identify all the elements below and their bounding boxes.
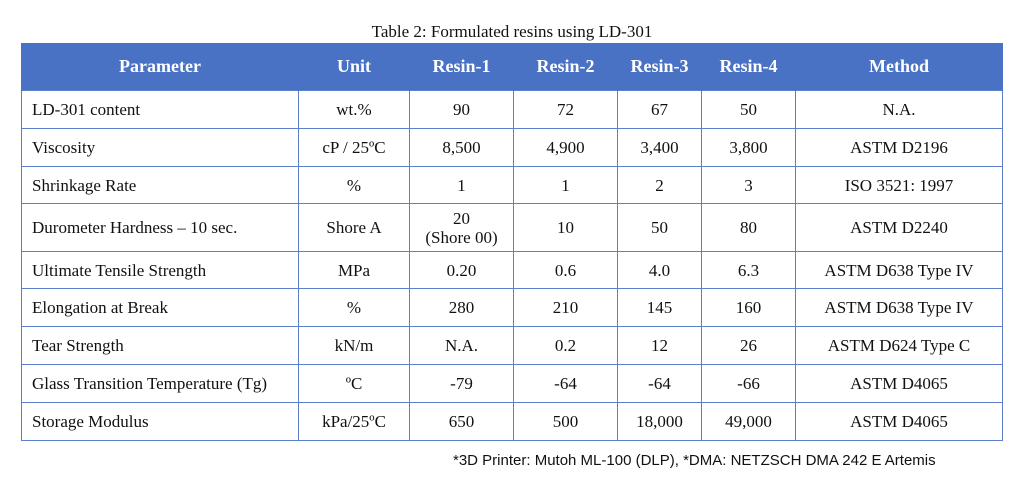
- table-row: Glass Transition Temperature (Tg) ºC -79…: [21, 364, 1003, 403]
- cell-unit: cP / 25ºC: [298, 128, 410, 167]
- cell-parameter: Viscosity: [21, 128, 299, 167]
- table-row: LD-301 content wt.% 90 72 67 50 N.A.: [21, 90, 1003, 129]
- cell-parameter: Elongation at Break: [21, 288, 299, 327]
- resin-1-value: 1: [457, 175, 466, 195]
- header-method: Method: [795, 43, 1003, 91]
- cell-resin-1: 90: [409, 90, 514, 129]
- header-parameter: Parameter: [21, 43, 299, 91]
- cell-resin-3: 2: [617, 166, 702, 204]
- cell-resin-1: 650: [409, 402, 514, 441]
- cell-method: N.A.: [795, 90, 1003, 129]
- cell-resin-3: 3,400: [617, 128, 702, 167]
- table-row: Shrinkage Rate % 1 1 2 3 ISO 3521: 1997: [21, 166, 1003, 204]
- cell-resin-4: 160: [701, 288, 796, 327]
- cell-resin-3: 18,000: [617, 402, 702, 441]
- header-row: Parameter Unit Resin-1 Resin-2 Resin-3 R…: [21, 43, 1003, 91]
- cell-resin-1: 0.20: [409, 251, 514, 289]
- cell-resin-4: 6.3: [701, 251, 796, 289]
- resin-1-value: 90: [453, 100, 470, 119]
- cell-resin-2: 1: [513, 166, 618, 204]
- resin-1-note: (Shore 00): [425, 227, 498, 247]
- cell-resin-2: 4,900: [513, 128, 618, 167]
- cell-method: ASTM D2240: [795, 203, 1003, 252]
- cell-unit: MPa: [298, 251, 410, 289]
- cell-resin-1: 8,500: [409, 128, 514, 167]
- cell-unit: wt.%: [298, 90, 410, 129]
- cell-method: ASTM D638 Type IV: [795, 251, 1003, 289]
- header-resin-3: Resin-3: [617, 43, 702, 91]
- cell-method: ASTM D4065: [795, 364, 1003, 403]
- cell-resin-3: -64: [617, 364, 702, 403]
- table-row: Ultimate Tensile Strength MPa 0.20 0.6 4…: [21, 251, 1003, 289]
- cell-unit: Shore A: [298, 203, 410, 252]
- footnote: *3D Printer: Mutoh ML-100 (DLP), *DMA: N…: [453, 452, 936, 469]
- cell-method: ASTM D2196: [795, 128, 1003, 167]
- resin-1-value: N.A.: [444, 336, 479, 355]
- cell-method: ASTM D4065: [795, 402, 1003, 441]
- cell-resin-4: 49,000: [701, 402, 796, 441]
- cell-resin-1: -79: [409, 364, 514, 403]
- cell-resin-3: 4.0: [617, 251, 702, 289]
- cell-parameter: Tear Strength: [21, 326, 299, 365]
- resin-1-value: 650: [448, 412, 475, 431]
- cell-unit: kPa/25ºC: [298, 402, 410, 441]
- table-row: Elongation at Break % 280 210 145 160 AS…: [21, 288, 1003, 327]
- cell-resin-1: N.A.: [409, 326, 514, 365]
- cell-resin-2: 72: [513, 90, 618, 129]
- cell-resin-4: 26: [701, 326, 796, 365]
- header-resin-1: Resin-1: [409, 43, 514, 91]
- cell-method: ASTM D624 Type C: [795, 326, 1003, 365]
- cell-resin-3: 50: [617, 203, 702, 252]
- cell-parameter: Storage Modulus: [21, 402, 299, 441]
- cell-parameter: Glass Transition Temperature (Tg): [21, 364, 299, 403]
- cell-resin-4: 80: [701, 203, 796, 252]
- header-resin-4: Resin-4: [701, 43, 796, 91]
- header-resin-2: Resin-2: [513, 43, 618, 91]
- cell-resin-3: 145: [617, 288, 702, 327]
- cell-resin-2: 500: [513, 402, 618, 441]
- resin-1-value: -79: [450, 374, 473, 393]
- cell-resin-1: 20 (Shore 00): [409, 203, 514, 252]
- cell-unit: ºC: [298, 364, 410, 403]
- cell-resin-2: 0.6: [513, 251, 618, 289]
- cell-resin-4: 3,800: [701, 128, 796, 167]
- header-unit: Unit: [298, 43, 410, 91]
- cell-parameter: Shrinkage Rate: [21, 166, 299, 204]
- resin-1-value: 20: [453, 208, 470, 228]
- table-row: Durometer Hardness – 10 sec. Shore A 20 …: [21, 203, 1003, 252]
- table-row: Tear Strength kN/m N.A. 0.2 12 26 ASTM D…: [21, 326, 1003, 365]
- cell-resin-4: 3: [701, 166, 796, 204]
- cell-unit: %: [298, 166, 410, 204]
- cell-method: ISO 3521: 1997: [795, 166, 1003, 204]
- cell-resin-3: 12: [617, 326, 702, 365]
- table-row: Storage Modulus kPa/25ºC 650 500 18,000 …: [21, 402, 1003, 441]
- cell-resin-3: 67: [617, 90, 702, 129]
- cell-parameter: Ultimate Tensile Strength: [21, 251, 299, 289]
- cell-method: ASTM D638 Type IV: [795, 288, 1003, 327]
- cell-unit: kN/m: [298, 326, 410, 365]
- cell-parameter: LD-301 content: [21, 90, 299, 129]
- resin-1-value: 8,500: [442, 138, 481, 157]
- resin-1-value: 0.20: [446, 260, 477, 280]
- cell-unit: %: [298, 288, 410, 327]
- table-row: Viscosity cP / 25ºC 8,500 4,900 3,400 3,…: [21, 128, 1003, 167]
- cell-resin-2: 0.2: [513, 326, 618, 365]
- cell-resin-4: -66: [701, 364, 796, 403]
- cell-resin-4: 50: [701, 90, 796, 129]
- cell-resin-2: -64: [513, 364, 618, 403]
- cell-resin-1: 1: [409, 166, 514, 204]
- cell-resin-2: 210: [513, 288, 618, 327]
- table-caption: Table 2: Formulated resins using LD-301: [371, 22, 653, 41]
- resin-table: Parameter Unit Resin-1 Resin-2 Resin-3 R…: [21, 43, 1003, 441]
- cell-parameter: Durometer Hardness – 10 sec.: [21, 203, 299, 252]
- cell-resin-2: 10: [513, 203, 618, 252]
- cell-resin-1: 280: [409, 288, 514, 327]
- resin-1-value: 280: [448, 298, 475, 317]
